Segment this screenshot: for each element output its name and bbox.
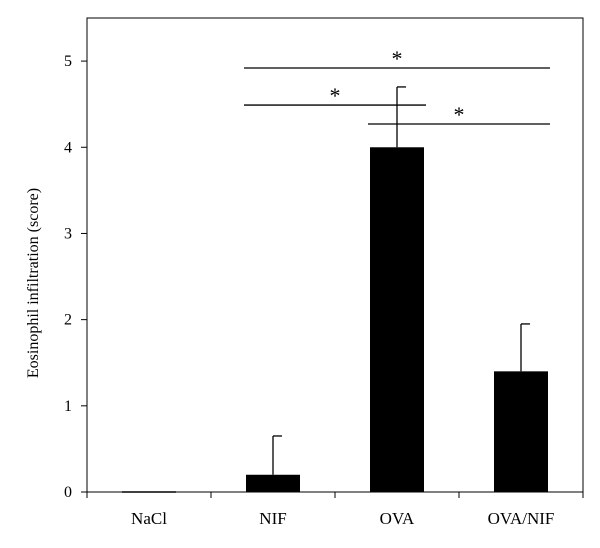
y-tick-label-3: 3: [64, 225, 72, 242]
significance-star-2: *: [454, 102, 465, 127]
category-label-1: NIF: [259, 509, 286, 528]
category-label-3: OVA/NIF: [488, 509, 555, 528]
significance-star-1: *: [330, 83, 341, 108]
category-label-2: OVA: [380, 509, 415, 528]
bar-1: [246, 474, 300, 492]
y-tick-label-0: 0: [64, 484, 72, 501]
bar-2: [370, 147, 424, 493]
y-tick-label-1: 1: [64, 398, 72, 415]
y-tick-label-4: 4: [64, 139, 72, 156]
plot-area: 0 1 2 3 4 5 NaCl NIF OVA OVA/NIF * * *: [64, 17, 584, 528]
y-tick-label-2: 2: [64, 312, 72, 329]
y-tick-label-5: 5: [64, 53, 72, 70]
bar-3: [494, 371, 548, 492]
significance-star-0: *: [392, 46, 403, 71]
y-axis-title: Eosinophil infiltration (score): [25, 188, 42, 378]
category-label-0: NaCl: [131, 509, 167, 528]
